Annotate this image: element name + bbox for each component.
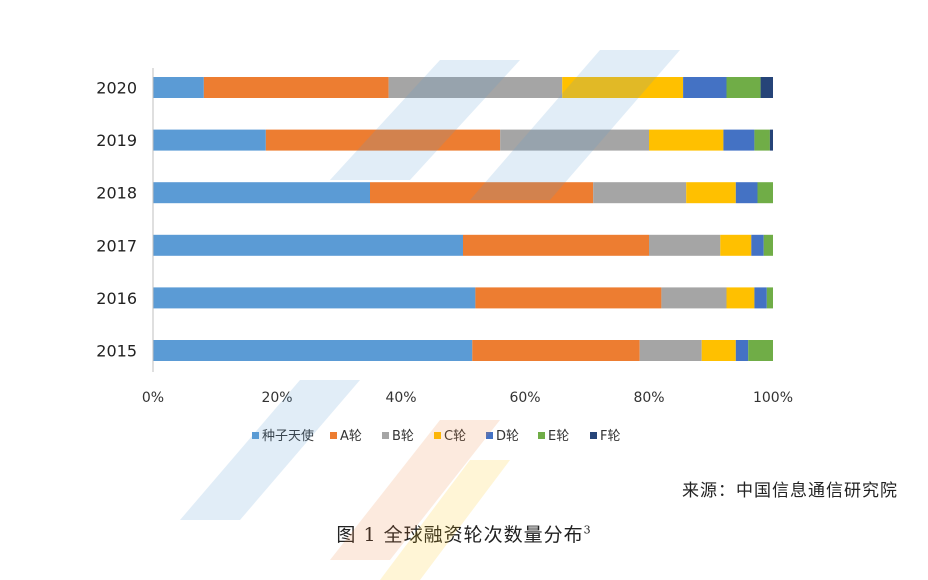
bar-segment xyxy=(661,287,727,309)
bar-segment xyxy=(701,340,736,361)
x-tick-label: 80% xyxy=(633,390,664,406)
x-axis-labels: 0% 20% 40% 60% 80% 100% xyxy=(142,390,793,406)
bar-segment xyxy=(723,129,755,151)
legend-item: 种子天使 xyxy=(252,428,314,444)
bar-segment xyxy=(769,129,773,151)
bar-segment xyxy=(472,340,640,361)
bar-segment xyxy=(649,129,724,151)
legend-item: C轮 xyxy=(434,429,466,444)
bar-segment xyxy=(726,287,755,309)
bar-segment xyxy=(683,77,727,98)
legend: 种子天使 A轮 B轮 C轮 D轮 E轮 F轮 xyxy=(252,428,620,444)
bar-segment xyxy=(686,182,736,204)
bar-segment xyxy=(760,77,773,98)
bar-segment xyxy=(751,234,764,256)
legend-swatch xyxy=(538,432,545,439)
legend-item: A轮 xyxy=(330,429,362,444)
legend-label: E轮 xyxy=(548,429,569,444)
bar-segment xyxy=(265,129,501,151)
x-tick-label: 60% xyxy=(509,390,540,406)
bar-segment xyxy=(649,234,721,256)
bars-group xyxy=(153,77,773,361)
y-tick-label: 2019 xyxy=(96,131,137,150)
y-tick-label: 2018 xyxy=(96,184,137,203)
legend-label: F轮 xyxy=(600,429,620,444)
x-tick-label: 20% xyxy=(261,390,292,406)
y-tick-label: 2020 xyxy=(96,79,137,98)
legend-swatch xyxy=(330,432,337,439)
x-tick-label: 100% xyxy=(753,390,793,406)
bar-segment xyxy=(153,77,204,98)
legend-item: E轮 xyxy=(538,429,569,444)
bar-segment xyxy=(754,129,770,151)
bar-segment xyxy=(754,287,767,309)
bar-segment xyxy=(475,287,662,309)
legend-label: B轮 xyxy=(392,429,414,444)
bar-segment xyxy=(500,129,649,151)
legend-item: D轮 xyxy=(486,429,519,444)
y-tick-label: 2016 xyxy=(96,289,137,308)
bar-segment xyxy=(388,77,563,98)
bar-segment xyxy=(153,182,370,204)
y-tick-label: 2015 xyxy=(96,342,137,361)
legend-item: F轮 xyxy=(590,429,620,444)
bar-segment xyxy=(203,77,389,98)
legend-item: B轮 xyxy=(382,429,414,444)
bar-segment xyxy=(748,340,773,361)
bar-segment xyxy=(153,234,463,256)
bar-segment xyxy=(726,77,761,98)
bar-segment xyxy=(153,287,476,309)
x-tick-label: 40% xyxy=(385,390,416,406)
bar-segment xyxy=(153,129,266,151)
bar-segment xyxy=(757,182,773,204)
stacked-bar-chart: 2020 2019 2018 2017 2016 2015 0% 20% 40% 60% 80% 1… xyxy=(96,68,793,444)
bar-segment xyxy=(720,234,752,256)
bar-segment xyxy=(463,234,649,256)
bar-segment xyxy=(562,77,684,98)
legend-label: C轮 xyxy=(444,429,466,444)
bar-segment xyxy=(593,182,687,204)
x-tick-label: 0% xyxy=(142,390,164,406)
bar-segment xyxy=(766,287,773,309)
legend-swatch xyxy=(486,432,493,439)
bar-segment xyxy=(153,340,473,361)
figure-caption: 图 1 全球融资轮次数量分布3 xyxy=(0,520,928,547)
source-note: 来源：中国信息通信研究院 xyxy=(682,481,898,501)
legend-swatch xyxy=(434,432,441,439)
legend-label: D轮 xyxy=(496,429,519,444)
legend-label: A轮 xyxy=(340,429,362,444)
y-tick-label: 2017 xyxy=(96,236,137,255)
legend-swatch xyxy=(252,432,259,439)
bar-segment xyxy=(639,340,702,361)
bar-segment xyxy=(763,234,773,256)
y-axis-labels: 2020 2019 2018 2017 2016 2015 xyxy=(96,79,137,361)
legend-swatch xyxy=(590,432,597,439)
bar-segment xyxy=(370,182,594,204)
legend-swatch xyxy=(382,432,389,439)
caption-text: 图 1 全球融资轮次数量分布 xyxy=(336,524,584,546)
legend-label: 种子天使 xyxy=(262,428,314,444)
bar-segment xyxy=(735,340,749,361)
caption-footnote: 3 xyxy=(583,523,592,537)
bar-segment xyxy=(735,182,758,204)
